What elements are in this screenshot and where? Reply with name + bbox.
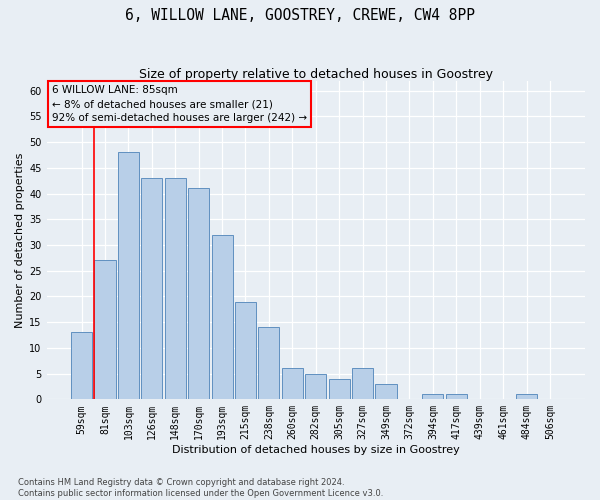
Bar xyxy=(212,235,233,400)
Bar xyxy=(188,188,209,400)
Bar xyxy=(422,394,443,400)
Bar xyxy=(329,379,350,400)
Bar xyxy=(94,260,116,400)
Bar xyxy=(164,178,186,400)
Text: 6, WILLOW LANE, GOOSTREY, CREWE, CW4 8PP: 6, WILLOW LANE, GOOSTREY, CREWE, CW4 8PP xyxy=(125,8,475,22)
Text: Contains HM Land Registry data © Crown copyright and database right 2024.
Contai: Contains HM Land Registry data © Crown c… xyxy=(18,478,383,498)
Text: 6 WILLOW LANE: 85sqm
← 8% of detached houses are smaller (21)
92% of semi-detach: 6 WILLOW LANE: 85sqm ← 8% of detached ho… xyxy=(52,86,307,124)
Bar xyxy=(71,332,92,400)
Bar xyxy=(446,394,467,400)
Bar xyxy=(516,394,537,400)
Title: Size of property relative to detached houses in Goostrey: Size of property relative to detached ho… xyxy=(139,68,493,80)
Bar xyxy=(259,328,280,400)
Y-axis label: Number of detached properties: Number of detached properties xyxy=(15,152,25,328)
X-axis label: Distribution of detached houses by size in Goostrey: Distribution of detached houses by size … xyxy=(172,445,460,455)
Bar xyxy=(305,374,326,400)
Bar xyxy=(141,178,163,400)
Bar xyxy=(118,152,139,400)
Bar xyxy=(352,368,373,400)
Bar xyxy=(282,368,303,400)
Bar xyxy=(235,302,256,400)
Bar xyxy=(376,384,397,400)
